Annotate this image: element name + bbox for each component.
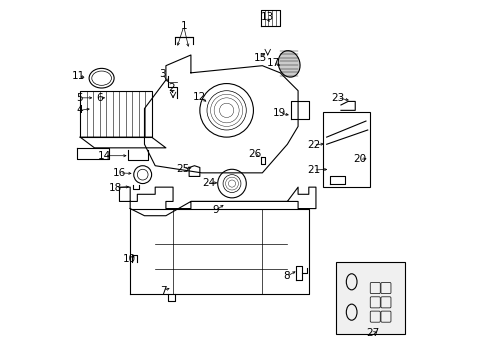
Text: 8: 8 (283, 271, 289, 282)
Text: 5: 5 (76, 93, 82, 103)
Text: 19: 19 (272, 108, 285, 118)
Text: 13: 13 (260, 13, 273, 22)
Text: 25: 25 (176, 163, 189, 174)
Text: 2: 2 (167, 83, 174, 93)
Text: 23: 23 (330, 93, 343, 103)
Text: 16: 16 (113, 168, 126, 178)
Text: 18: 18 (109, 183, 122, 193)
Text: 27: 27 (366, 328, 379, 338)
Text: 3: 3 (159, 68, 165, 78)
Text: 26: 26 (248, 149, 261, 159)
Text: 1: 1 (180, 21, 187, 31)
Text: 7: 7 (160, 286, 166, 296)
FancyBboxPatch shape (335, 262, 405, 334)
Text: 4: 4 (76, 105, 82, 115)
Text: 6: 6 (96, 93, 103, 103)
Text: 12: 12 (193, 92, 206, 102)
Text: 20: 20 (352, 154, 366, 164)
Text: 9: 9 (212, 205, 219, 215)
Text: 10: 10 (122, 254, 136, 264)
Ellipse shape (278, 51, 300, 77)
Text: 21: 21 (306, 165, 320, 175)
Text: 22: 22 (306, 140, 320, 150)
Text: 17: 17 (266, 58, 279, 68)
Text: 11: 11 (72, 71, 85, 81)
Text: 14: 14 (98, 151, 111, 161)
Text: 15: 15 (253, 53, 266, 63)
Text: 24: 24 (202, 178, 215, 188)
